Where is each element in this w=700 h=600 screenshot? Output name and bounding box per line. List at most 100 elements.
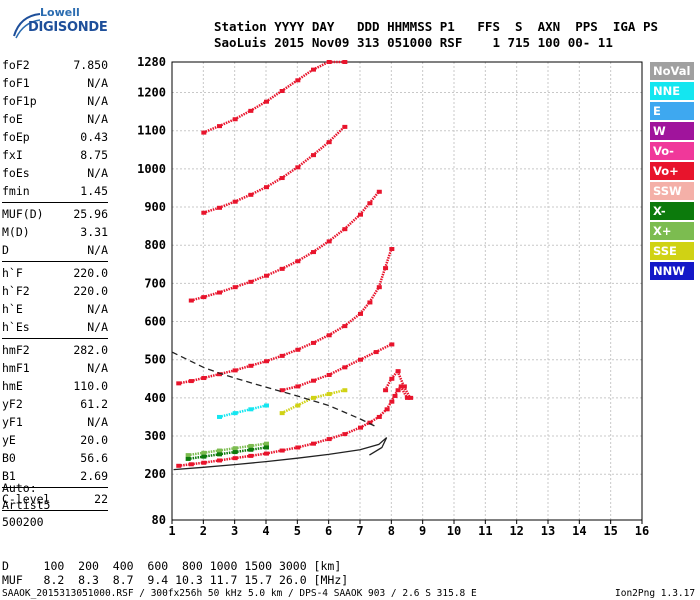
- param-key: B1: [2, 469, 16, 483]
- echo-trace-segment: [234, 448, 251, 454]
- param-row: h`Es N/A: [2, 318, 108, 336]
- echo-trace-segment: [234, 364, 251, 372]
- echo-series: [383, 369, 414, 400]
- x-tick-label: 10: [447, 524, 461, 538]
- param-row: yF1 N/A: [2, 413, 108, 431]
- echo-trace-segment: [328, 432, 345, 441]
- artist-code: 500200: [2, 515, 44, 529]
- echo-series: [217, 403, 269, 419]
- echo-trace-segment: [281, 404, 298, 415]
- param-row: h`F2 220.0: [2, 282, 108, 300]
- scaling-info: Auto: Artist5 500200: [2, 480, 50, 531]
- param-row: yE 20.0: [2, 431, 108, 449]
- divider: [2, 487, 108, 488]
- echo-trace-segment: [280, 166, 299, 180]
- echo-trace-segment: [359, 350, 377, 361]
- param-value: 8.75: [80, 148, 108, 162]
- echo-trace-segment: [190, 461, 204, 466]
- legend-item: NoVal: [650, 62, 694, 80]
- param-row: foF1p N/A: [2, 92, 108, 110]
- echo-point: [342, 60, 348, 64]
- echo-trace-segment: [250, 404, 267, 411]
- echo-trace-segment: [187, 455, 204, 461]
- param-key: foEs: [2, 166, 30, 180]
- x-tick-label: 4: [262, 524, 269, 538]
- y-tick-label: 200: [144, 467, 166, 481]
- profile-curve-dashed: [171, 351, 376, 428]
- echo-trace-segment: [296, 379, 314, 388]
- echo-trace-segment: [281, 260, 298, 270]
- param-value: 1.45: [80, 184, 108, 198]
- legend-item: W: [650, 122, 694, 140]
- lowell-digisonde-logo: Lowell DIGISONDE: [8, 6, 108, 40]
- echo-trace-segment: [190, 376, 204, 383]
- profile-curves: [171, 351, 388, 471]
- legend-item: NNW: [650, 262, 694, 280]
- echo-trace-segment: [377, 408, 388, 418]
- param-key: h`E: [2, 302, 23, 316]
- echo-trace-segment: [265, 354, 283, 363]
- param-row: B1 2.69: [2, 467, 108, 485]
- x-tick-label: 9: [419, 524, 426, 538]
- param-value: 110.0: [73, 379, 108, 393]
- y-tick-label: 1100: [137, 124, 166, 138]
- x-axis-ticks: 1 2 3 4 5 6 7 8 9 10 11 12 13 14 15 16: [168, 520, 649, 538]
- echo-point: [389, 247, 395, 252]
- y-tick-label: 700: [144, 276, 166, 290]
- echo-trace-segment: [368, 415, 380, 424]
- param-row: h`E N/A: [2, 300, 108, 318]
- echo-trace-segment: [265, 449, 282, 455]
- echo-point: [342, 388, 348, 393]
- echo-trace-segment: [265, 176, 283, 189]
- echo-trace-segment: [297, 442, 314, 449]
- x-tick-label: 6: [325, 524, 332, 538]
- param-key: fmin: [2, 184, 30, 198]
- echo-trace-segment: [312, 240, 330, 254]
- echo-series: [201, 124, 348, 215]
- polarization-legend: NoVal NNE E W Vo- Vo+ SSW X- X+ SSE NNW: [650, 62, 694, 282]
- echo-trace-segment: [375, 343, 392, 354]
- auto-label: Auto:: [2, 481, 37, 495]
- echo-trace-segment: [218, 286, 236, 294]
- file-info: SAAOK_2015313051000.RSF / 300fx256h 50 k…: [2, 588, 477, 599]
- echo-trace-segment: [296, 341, 314, 351]
- muf-distance-row: D 100 200 400 600 800 1000 1500 3000 [km…: [2, 559, 342, 573]
- logo-swoosh-icon: [13, 13, 41, 39]
- x-tick-label: 14: [572, 524, 586, 538]
- echo-trace-segment: [203, 459, 220, 464]
- param-value: N/A: [87, 320, 108, 334]
- echo-trace-segment: [250, 442, 267, 448]
- echo-trace-segment: [343, 358, 361, 369]
- echo-trace-segment: [218, 450, 235, 456]
- echo-trace-segment: [250, 446, 267, 452]
- echo-trace-segment: [249, 100, 267, 112]
- divider: [2, 510, 108, 511]
- echo-series: [201, 60, 348, 135]
- param-key: foF2: [2, 58, 30, 72]
- param-row: foEs N/A: [2, 164, 108, 182]
- echo-traces: [176, 60, 414, 468]
- echo-point: [408, 395, 414, 400]
- param-key: foEp: [2, 130, 30, 144]
- echo-series: [185, 445, 269, 461]
- echo-trace-segment: [396, 370, 406, 387]
- echo-trace-segment: [218, 200, 236, 209]
- echo-trace-segment: [234, 193, 251, 203]
- divider: [2, 261, 108, 262]
- param-value: 56.6: [80, 451, 108, 465]
- param-row: foE N/A: [2, 110, 108, 128]
- echo-point: [264, 441, 269, 446]
- param-key: M(D): [2, 225, 30, 239]
- param-value: N/A: [87, 76, 108, 90]
- echo-trace-segment: [312, 392, 329, 400]
- param-key: foF1: [2, 76, 30, 90]
- echo-trace-segment: [178, 379, 192, 385]
- x-tick-label: 1: [168, 524, 175, 538]
- param-row: MUF(D) 25.96: [2, 205, 108, 223]
- echo-series: [279, 388, 348, 416]
- echo-trace-segment: [218, 411, 235, 419]
- param-value: N/A: [87, 415, 108, 429]
- param-key: hmE: [2, 379, 23, 393]
- echo-series: [176, 247, 395, 386]
